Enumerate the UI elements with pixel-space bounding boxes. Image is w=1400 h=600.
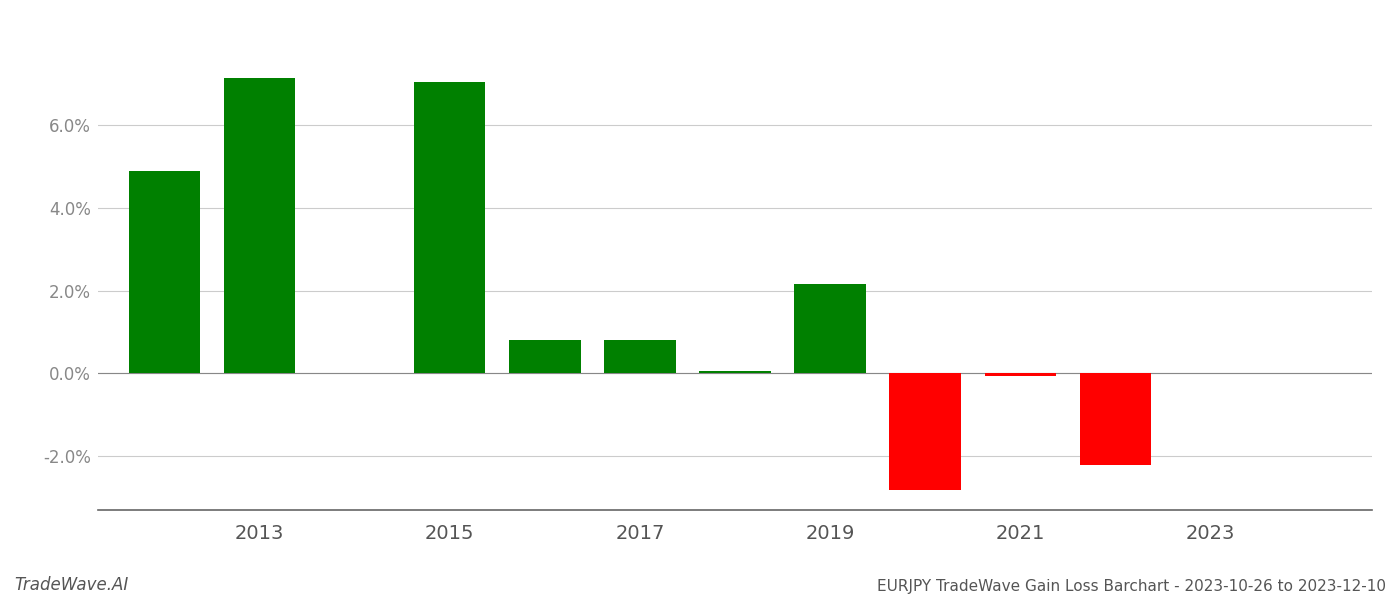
Bar	[889, 373, 960, 490]
Bar	[984, 373, 1056, 376]
Bar	[794, 284, 865, 373]
Bar	[700, 371, 770, 373]
Bar	[129, 170, 200, 373]
Bar	[605, 340, 676, 373]
Text: EURJPY TradeWave Gain Loss Barchart - 2023-10-26 to 2023-12-10: EURJPY TradeWave Gain Loss Barchart - 20…	[876, 579, 1386, 594]
Bar	[510, 340, 581, 373]
Bar	[1079, 373, 1151, 466]
Bar	[414, 82, 486, 373]
Text: TradeWave.AI: TradeWave.AI	[14, 576, 129, 594]
Bar	[224, 77, 295, 373]
